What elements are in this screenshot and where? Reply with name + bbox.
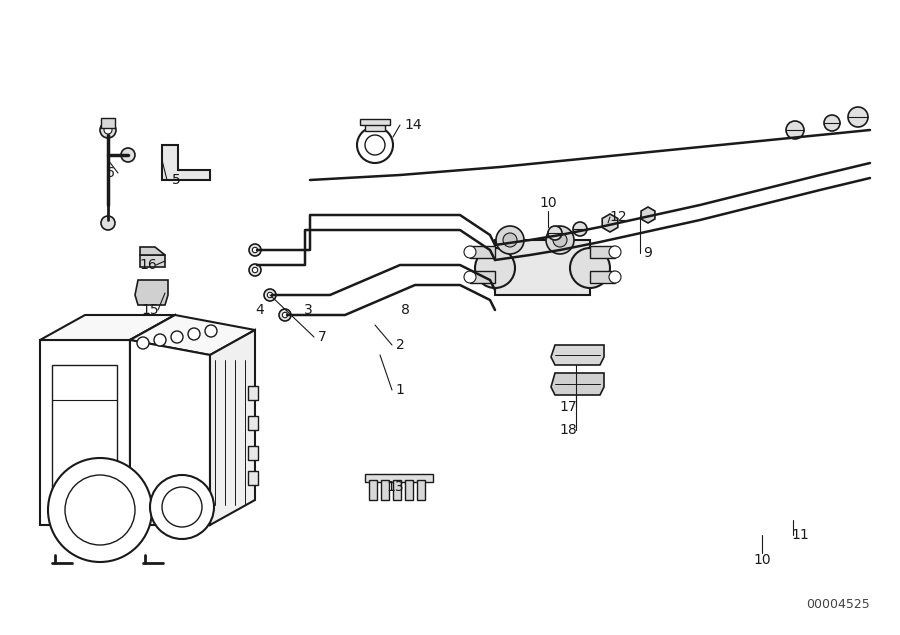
Circle shape: [464, 271, 476, 283]
Polygon shape: [135, 280, 168, 305]
Text: 00004525: 00004525: [806, 599, 870, 612]
Polygon shape: [641, 207, 655, 223]
Bar: [248, 386, 258, 400]
Circle shape: [464, 246, 476, 258]
Bar: [369, 480, 377, 500]
Bar: [101, 118, 115, 128]
Text: 11: 11: [791, 528, 809, 542]
Bar: [248, 416, 258, 430]
Circle shape: [570, 248, 610, 288]
Circle shape: [786, 121, 804, 139]
Polygon shape: [162, 145, 210, 180]
Bar: [365, 123, 385, 131]
Circle shape: [48, 458, 152, 562]
Circle shape: [824, 115, 840, 131]
Circle shape: [264, 289, 276, 301]
Bar: [590, 271, 615, 283]
Circle shape: [252, 267, 257, 272]
Polygon shape: [140, 255, 165, 267]
Polygon shape: [130, 340, 210, 525]
Circle shape: [267, 292, 273, 298]
Bar: [381, 480, 389, 500]
Circle shape: [609, 271, 621, 283]
Text: 3: 3: [303, 303, 312, 317]
Circle shape: [188, 328, 200, 340]
Text: 5: 5: [172, 173, 180, 187]
Circle shape: [475, 248, 515, 288]
Circle shape: [249, 264, 261, 276]
Circle shape: [150, 475, 214, 539]
Text: 13: 13: [386, 480, 404, 494]
Text: 7: 7: [318, 330, 327, 344]
Text: 10: 10: [753, 553, 770, 567]
Circle shape: [205, 325, 217, 337]
Bar: [248, 471, 258, 485]
Bar: [52, 365, 117, 500]
Polygon shape: [210, 330, 255, 525]
Bar: [590, 246, 615, 258]
Circle shape: [249, 244, 261, 256]
Text: 18: 18: [559, 423, 577, 437]
Text: 1: 1: [396, 383, 404, 397]
Circle shape: [279, 309, 291, 321]
Circle shape: [171, 331, 183, 343]
Bar: [470, 246, 495, 258]
Circle shape: [496, 226, 524, 254]
Text: 17: 17: [559, 400, 577, 414]
Bar: [360, 119, 390, 125]
Circle shape: [357, 127, 393, 163]
Circle shape: [283, 312, 288, 318]
Circle shape: [104, 126, 112, 134]
Circle shape: [848, 107, 868, 127]
Circle shape: [503, 233, 517, 247]
Circle shape: [609, 246, 621, 258]
Circle shape: [101, 216, 115, 230]
Polygon shape: [40, 315, 175, 340]
Circle shape: [100, 122, 116, 138]
Circle shape: [546, 226, 574, 254]
Text: 12: 12: [609, 210, 626, 224]
Text: 10: 10: [539, 196, 557, 210]
Bar: [405, 480, 413, 500]
Bar: [417, 480, 425, 500]
Text: 6: 6: [105, 166, 114, 180]
Polygon shape: [551, 345, 604, 365]
Circle shape: [573, 222, 587, 236]
Circle shape: [365, 135, 385, 155]
Bar: [470, 271, 495, 283]
Text: 14: 14: [404, 118, 422, 132]
Polygon shape: [130, 315, 255, 355]
Circle shape: [154, 334, 166, 346]
Circle shape: [65, 475, 135, 545]
Polygon shape: [40, 340, 130, 525]
Polygon shape: [140, 247, 165, 255]
Text: 16: 16: [140, 258, 157, 272]
Circle shape: [121, 148, 135, 162]
Text: 2: 2: [396, 338, 404, 352]
Circle shape: [162, 487, 202, 527]
Polygon shape: [602, 214, 617, 232]
Polygon shape: [551, 373, 604, 395]
Circle shape: [548, 226, 562, 240]
Bar: [365, 474, 433, 482]
Polygon shape: [130, 315, 175, 525]
Circle shape: [137, 337, 149, 349]
Circle shape: [553, 233, 567, 247]
Bar: [393, 480, 401, 500]
Text: 9: 9: [644, 246, 652, 260]
Bar: [248, 446, 258, 460]
Text: 4: 4: [256, 303, 265, 317]
Polygon shape: [495, 240, 590, 295]
Circle shape: [252, 247, 257, 253]
Text: 8: 8: [400, 303, 410, 317]
Text: 15: 15: [141, 303, 158, 317]
